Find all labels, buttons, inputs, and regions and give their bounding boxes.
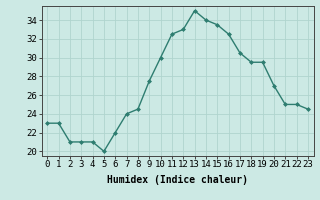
X-axis label: Humidex (Indice chaleur): Humidex (Indice chaleur) xyxy=(107,175,248,185)
